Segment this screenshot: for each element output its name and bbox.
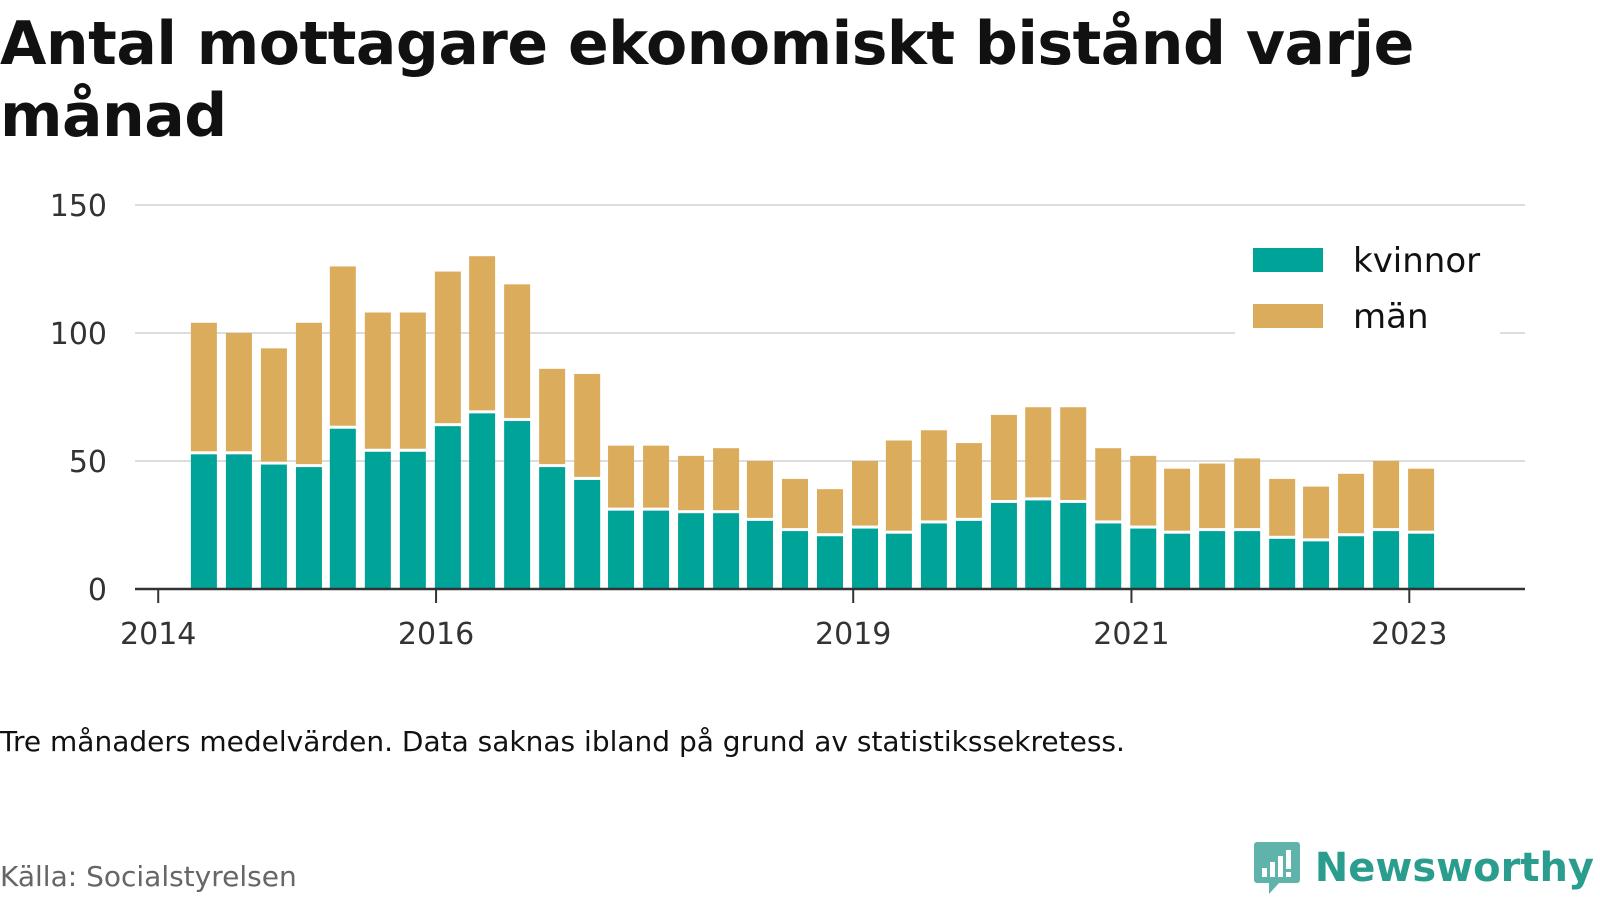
- bar-man: [643, 445, 670, 508]
- bar-man: [990, 414, 1017, 500]
- bar-kvinnor: [1373, 531, 1400, 589]
- bar-kvinnor: [713, 513, 740, 589]
- bar-man: [1130, 455, 1157, 526]
- bar-man: [920, 430, 947, 521]
- legend-swatch-0: [1253, 248, 1323, 272]
- x-tick-label: 2019: [815, 617, 891, 652]
- bar-kvinnor: [817, 536, 843, 589]
- y-tick-label: 50: [69, 445, 107, 480]
- newsworthy-logo-icon: [1253, 842, 1300, 894]
- bar-kvinnor: [574, 479, 601, 589]
- bar-kvinnor: [1269, 538, 1296, 589]
- bar-kvinnor: [990, 502, 1017, 589]
- bar-kvinnor: [295, 467, 322, 589]
- bar-kvinnor: [434, 426, 461, 589]
- bar-kvinnor: [1234, 531, 1261, 589]
- y-tick-label: 0: [88, 573, 107, 608]
- legend-swatch-1: [1253, 304, 1323, 328]
- bar-man: [434, 271, 461, 424]
- y-axis-ticks: 0 50 100 150: [50, 189, 107, 608]
- bar-kvinnor: [504, 421, 531, 589]
- x-tick-label: 2023: [1371, 617, 1447, 652]
- bar-kvinnor: [364, 451, 391, 589]
- x-tick-label: 2016: [398, 617, 474, 652]
- bar-man: [608, 445, 635, 508]
- bar-kvinnor: [329, 428, 356, 589]
- bar-man: [1164, 468, 1191, 531]
- bar-kvinnor: [608, 510, 635, 589]
- bar-man: [955, 443, 982, 518]
- bar-kvinnor: [190, 454, 217, 589]
- bar-man: [1373, 461, 1400, 529]
- bar-kvinnor: [1025, 500, 1052, 589]
- bar-man: [746, 461, 773, 518]
- bar-man: [1269, 478, 1296, 536]
- bar-man: [399, 312, 426, 449]
- bar-kvinnor: [920, 523, 947, 589]
- x-tick-label: 2014: [120, 617, 196, 652]
- bar-kvinnor: [746, 520, 773, 589]
- bar-man: [260, 348, 287, 462]
- brand-logo: Newsworthy: [1253, 840, 1594, 896]
- y-tick-label: 100: [50, 317, 107, 352]
- bar-man: [678, 455, 705, 511]
- bar-man: [817, 489, 843, 534]
- bar-man: [1025, 407, 1052, 498]
- legend: kvinnor män: [1235, 225, 1500, 345]
- bar-man: [1303, 486, 1330, 539]
- bar-man: [1408, 468, 1435, 531]
- bar-kvinnor: [678, 513, 705, 589]
- bar-kvinnor: [1130, 528, 1157, 589]
- bar-kvinnor: [781, 531, 808, 589]
- brand-name: Newsworthy: [1314, 845, 1594, 891]
- bar-man: [1095, 448, 1122, 521]
- bar-man: [1060, 407, 1087, 500]
- bar-man: [781, 478, 808, 529]
- bar-kvinnor: [1338, 536, 1365, 589]
- legend-label-0: kvinnor: [1353, 241, 1480, 281]
- bar-kvinnor: [643, 510, 670, 589]
- bar-man: [364, 312, 391, 449]
- bar-kvinnor: [469, 413, 496, 589]
- bar-man: [469, 256, 496, 411]
- source-note: Källa: Socialstyrelsen: [0, 860, 297, 893]
- bar-kvinnor: [1164, 533, 1191, 589]
- bar-man: [504, 284, 531, 419]
- bar-kvinnor: [1060, 502, 1087, 589]
- x-axis: 2014 2016 2019 2021 2023: [120, 587, 1525, 652]
- y-tick-label: 150: [50, 189, 107, 224]
- bar-man: [190, 322, 217, 452]
- bar-man: [329, 266, 356, 426]
- bar-man: [295, 322, 322, 465]
- bar-kvinnor: [225, 454, 252, 589]
- bars: [190, 256, 1435, 589]
- bar-kvinnor: [1095, 523, 1122, 589]
- bar-man: [1199, 463, 1226, 529]
- bar-kvinnor: [1408, 533, 1435, 589]
- bar-kvinnor: [260, 464, 287, 589]
- bar-man: [225, 333, 252, 452]
- bar-man: [539, 368, 566, 465]
- bar-kvinnor: [1303, 541, 1330, 589]
- chart-title: Antal mottagare ekonomiskt bistånd varje…: [0, 9, 1414, 151]
- bar-chart: 0 50 100 150 2014 2016 2019 2021 2023 kvinnor mä…: [50, 189, 1525, 652]
- bar-man: [852, 461, 879, 526]
- bar-man: [574, 373, 601, 477]
- chart-area: 0 50 100 150 2014 2016 2019 2021 2023 kvinnor mä…: [0, 180, 1600, 680]
- bar-kvinnor: [955, 520, 982, 589]
- bar-kvinnor: [852, 528, 879, 589]
- bar-man: [1234, 458, 1261, 529]
- bar-kvinnor: [885, 533, 912, 589]
- bar-kvinnor: [539, 467, 566, 589]
- bar-man: [1338, 473, 1365, 534]
- bar-kvinnor: [399, 451, 426, 589]
- chart-caption: Tre månaders medelvärden. Data saknas ib…: [0, 725, 1125, 758]
- legend-label-1: män: [1353, 297, 1429, 337]
- x-tick-label: 2021: [1093, 617, 1169, 652]
- bar-man: [885, 440, 912, 531]
- bar-man: [713, 448, 740, 511]
- bar-kvinnor: [1199, 531, 1226, 589]
